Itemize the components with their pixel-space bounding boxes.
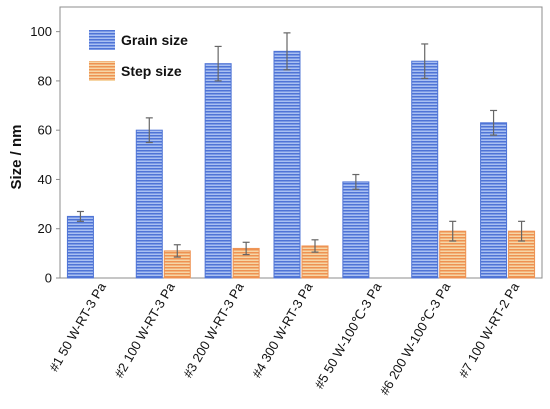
x-tick-label: #6 200 W-100℃-3 Pa (377, 279, 454, 397)
x-tick-label: #5 50 W-100℃-3 Pa (312, 279, 385, 391)
bar (273, 50, 301, 279)
y-tick-label: 40 (38, 172, 52, 187)
plot-area (59, 6, 543, 279)
y-tick-label: 80 (38, 73, 52, 88)
legend-swatch (89, 30, 115, 50)
x-tick-label: #3 200 W-RT-3 Pa (180, 279, 247, 380)
series-0 (66, 32, 508, 279)
bar (342, 181, 370, 279)
series-1 (163, 220, 536, 279)
x-tick-label: #2 100 W-RT-3 Pa (111, 279, 178, 380)
y-tick-label: 100 (30, 24, 52, 39)
bar (480, 122, 508, 279)
legend-swatch (89, 61, 115, 81)
y-axis-ticks: 0 20 40 60 80 100 (30, 24, 60, 286)
y-axis-title: Size / nm (8, 124, 25, 189)
bar (135, 129, 163, 279)
legend-label: Grain size (121, 32, 188, 48)
legend-label: Step size (121, 63, 182, 79)
y-tick-label: 0 (45, 271, 52, 286)
x-tick-label: #1 50 W-RT-3 Pa (46, 279, 109, 374)
bar (66, 215, 94, 279)
y-tick-label: 60 (38, 123, 52, 138)
plot-frame (59, 6, 543, 279)
bar (411, 60, 439, 279)
legend: Grain size Step size (89, 30, 188, 81)
x-tick-label: #7 100 W-RT-2 Pa (456, 279, 523, 380)
bar (204, 63, 232, 279)
x-tick-label: #4 300 W-RT-3 Pa (249, 279, 316, 380)
y-tick-label: 20 (38, 221, 52, 236)
x-axis-ticks: #1 50 W-RT-3 Pa #2 100 W-RT-3 Pa #3 200 W-… (46, 279, 523, 397)
